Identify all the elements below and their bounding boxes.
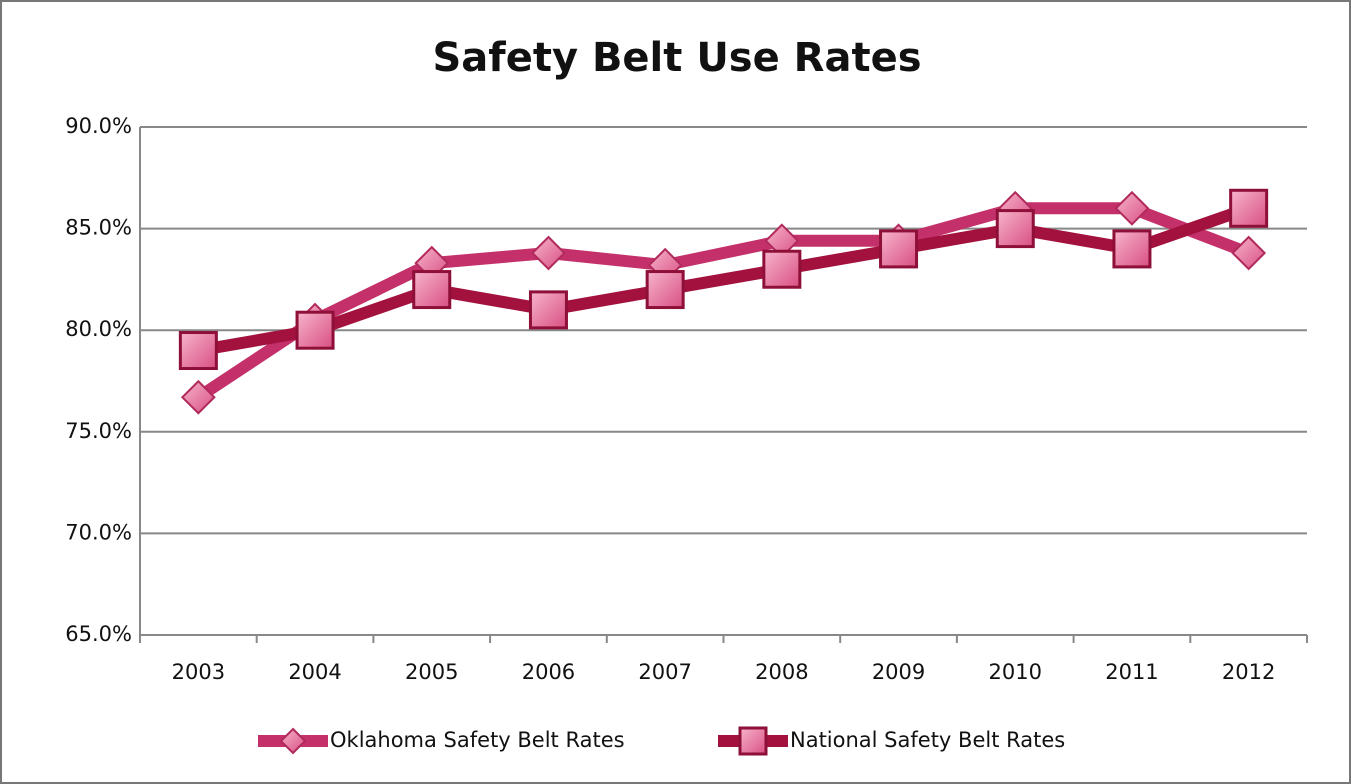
legend-label: National Safety Belt Rates <box>790 728 1065 752</box>
marker <box>531 235 566 271</box>
marker <box>1112 229 1152 269</box>
marker <box>1231 235 1267 271</box>
x-tick-label: 2010 <box>989 660 1042 684</box>
x-tick-label: 2005 <box>405 660 458 684</box>
series-line <box>197 202 1251 357</box>
y-tick-label: 85.0% <box>65 216 132 240</box>
chart-title: Safety Belt Use Rates <box>432 35 921 81</box>
legend-marker <box>738 726 768 756</box>
x-tick-label: 2009 <box>872 660 925 684</box>
legend-marker <box>279 727 307 755</box>
y-tick-label: 80.0% <box>65 317 132 341</box>
y-tick-label: 90.0% <box>65 114 132 138</box>
marker <box>180 379 216 415</box>
y-tick-label: 75.0% <box>65 419 132 443</box>
marker <box>1114 190 1150 226</box>
x-tick-label: 2012 <box>1222 660 1275 684</box>
marker <box>762 249 802 289</box>
marker <box>528 290 568 330</box>
marker <box>879 229 919 269</box>
x-tick-label: 2003 <box>172 660 225 684</box>
marker <box>1229 188 1269 228</box>
y-tick-label: 65.0% <box>65 622 132 646</box>
x-tick-label: 2008 <box>755 660 808 684</box>
legend-label: Oklahoma Safety Belt Rates <box>330 728 625 752</box>
y-tick-label: 70.0% <box>65 520 132 544</box>
marker <box>995 209 1035 249</box>
marker <box>645 270 685 310</box>
x-tick-label: 2011 <box>1105 660 1158 684</box>
marker <box>178 331 218 371</box>
series-line <box>195 202 1251 403</box>
x-tick-label: 2007 <box>638 660 691 684</box>
marker <box>295 310 335 350</box>
marker <box>412 270 452 310</box>
x-tick-label: 2004 <box>288 660 341 684</box>
x-tick-label: 2006 <box>522 660 575 684</box>
